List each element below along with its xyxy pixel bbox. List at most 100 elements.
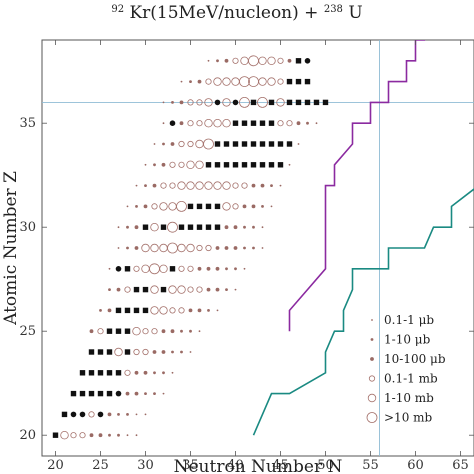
isotope-marker — [167, 242, 178, 254]
boundary-line-2 — [252, 188, 474, 436]
isotope-marker — [151, 328, 158, 335]
isotope-marker — [232, 203, 239, 210]
isotope-marker — [287, 58, 292, 63]
isotope-marker — [243, 225, 246, 229]
legend-label: >10 mb — [384, 411, 433, 425]
isotope-marker — [169, 161, 176, 168]
isotope-marker-measured — [115, 307, 122, 314]
isotope-marker — [161, 329, 166, 334]
isotope-marker — [203, 138, 214, 150]
isotope-marker — [261, 205, 264, 208]
isotope-marker-measured — [286, 141, 293, 147]
isotope-marker — [133, 348, 140, 356]
isotope-marker-measured — [241, 162, 248, 168]
isotope-marker-measured — [223, 162, 230, 168]
isotope-marker — [171, 101, 174, 104]
legend-marker — [371, 319, 373, 321]
isotope-marker — [89, 433, 94, 438]
title-projectile: Kr(15MeV/nucleon) + — [129, 3, 323, 23]
isotope-marker — [232, 57, 239, 64]
isotope-marker-measured — [124, 328, 131, 334]
isotope-marker — [248, 76, 259, 87]
isotope-marker — [126, 225, 129, 229]
isotope-marker — [196, 286, 203, 293]
isotope-marker — [215, 266, 220, 271]
isotope-marker — [279, 184, 282, 187]
isotope-marker — [170, 142, 175, 146]
isotope-marker — [179, 100, 184, 105]
isotope-marker-measured — [169, 120, 176, 126]
isotope-marker — [162, 101, 165, 104]
isotope-marker — [108, 288, 111, 291]
isotope-marker — [142, 328, 149, 335]
isotope-marker — [176, 200, 187, 212]
isotope-marker — [205, 78, 212, 85]
y-tick-label: 25 — [19, 324, 36, 339]
isotope-marker — [296, 121, 301, 126]
isotope-marker — [197, 79, 202, 84]
isotope-marker-measured — [205, 162, 212, 168]
isotope-marker-measured — [70, 390, 77, 397]
isotope-marker — [124, 286, 131, 293]
isotope-marker — [187, 265, 194, 272]
isotope-marker — [196, 99, 203, 106]
isotope-marker — [222, 118, 231, 128]
isotope-marker — [277, 57, 284, 64]
y-tick-label: 30 — [19, 220, 36, 235]
isotope-marker — [197, 266, 202, 271]
isotope-marker — [207, 309, 210, 312]
x-tick-label: 40 — [227, 458, 244, 473]
isotope-marker-measured — [286, 78, 293, 85]
isotope-marker-measured — [115, 328, 122, 334]
isotope-marker — [267, 77, 276, 86]
isotope-marker — [224, 246, 229, 250]
isotope-marker — [204, 98, 213, 107]
isotope-marker — [108, 433, 111, 437]
x-tick-label: 35 — [182, 458, 199, 473]
isotope-marker-measured — [142, 224, 149, 230]
legend-marker — [366, 412, 378, 423]
isotope-marker-measured — [304, 78, 311, 85]
isotope-marker-measured — [79, 390, 86, 397]
legend-label: 1-10 mb — [384, 391, 434, 405]
isotope-marker — [222, 181, 231, 190]
isotope-marker — [177, 181, 186, 190]
isotope-marker-measured — [295, 58, 302, 64]
isotope-marker — [178, 307, 185, 314]
isotope-marker-measured — [124, 266, 131, 272]
isotope-marker — [169, 307, 176, 314]
isotope-marker — [240, 56, 249, 65]
isotope-marker — [239, 76, 250, 87]
isotope-marker — [251, 183, 256, 188]
isotope-marker — [125, 391, 130, 396]
x-tick-label: 60 — [407, 458, 424, 473]
legend: 0.1-1 μb 1-10 μb 10-100 μb 0.1-1 mb 1-10 mb >… — [366, 313, 446, 425]
isotope-marker — [277, 78, 284, 85]
isotope-marker — [70, 432, 77, 439]
x-axis-label: Neutron Number N — [174, 457, 343, 474]
isotope-marker — [204, 118, 213, 128]
legend-label: 0.1-1 μb — [384, 313, 434, 327]
legend-label: 0.1-1 mb — [384, 372, 438, 386]
legend-marker — [367, 393, 377, 403]
isotope-marker — [150, 306, 159, 315]
isotope-marker-measured — [106, 390, 113, 397]
isotope-marker — [159, 243, 168, 253]
reference-lines — [42, 40, 474, 456]
isotope-marker — [144, 163, 147, 166]
isotope-marker — [243, 267, 246, 270]
isotope-marker — [171, 371, 174, 374]
isotope-marker — [134, 391, 139, 396]
isotope-marker — [152, 350, 157, 354]
isotope-marker-measured — [232, 120, 239, 126]
isotope-marker-measured — [196, 224, 203, 230]
cross-section-markers — [52, 55, 329, 440]
isotope-marker — [144, 413, 147, 416]
isotope-marker-measured — [196, 203, 203, 210]
isotope-marker — [167, 221, 178, 233]
isotope-marker-measured — [232, 162, 239, 168]
isotope-marker — [150, 243, 159, 253]
isotope-marker — [179, 121, 184, 126]
isotope-marker — [117, 226, 120, 229]
isotope-marker — [124, 369, 131, 376]
